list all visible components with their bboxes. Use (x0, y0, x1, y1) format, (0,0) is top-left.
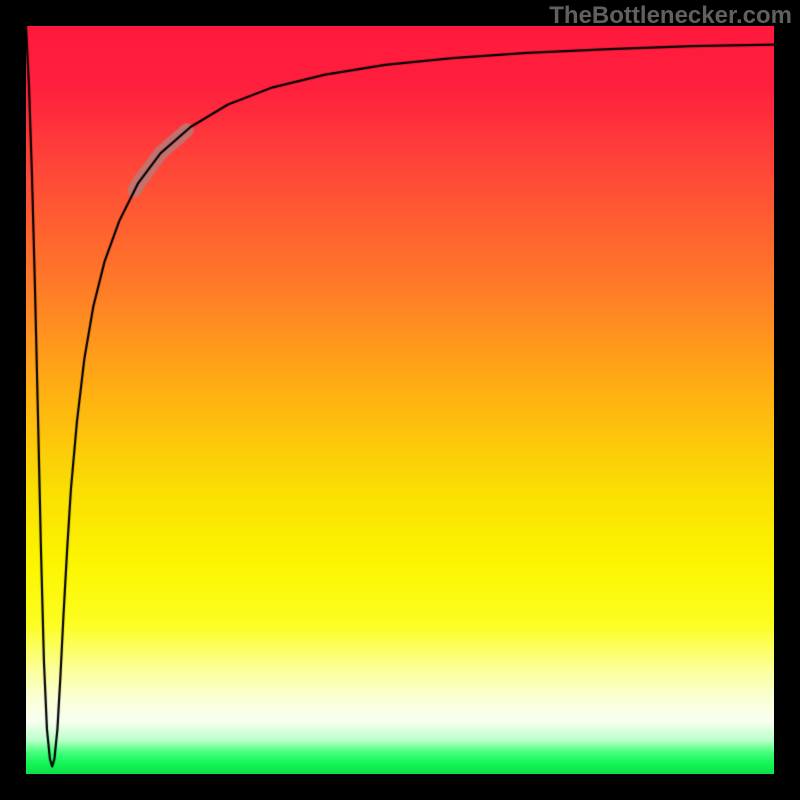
chart-container: TheBottlenecker.com (0, 0, 800, 800)
chart-canvas (26, 26, 774, 774)
plot-area (26, 26, 774, 774)
attribution-text: TheBottlenecker.com (549, 2, 792, 30)
